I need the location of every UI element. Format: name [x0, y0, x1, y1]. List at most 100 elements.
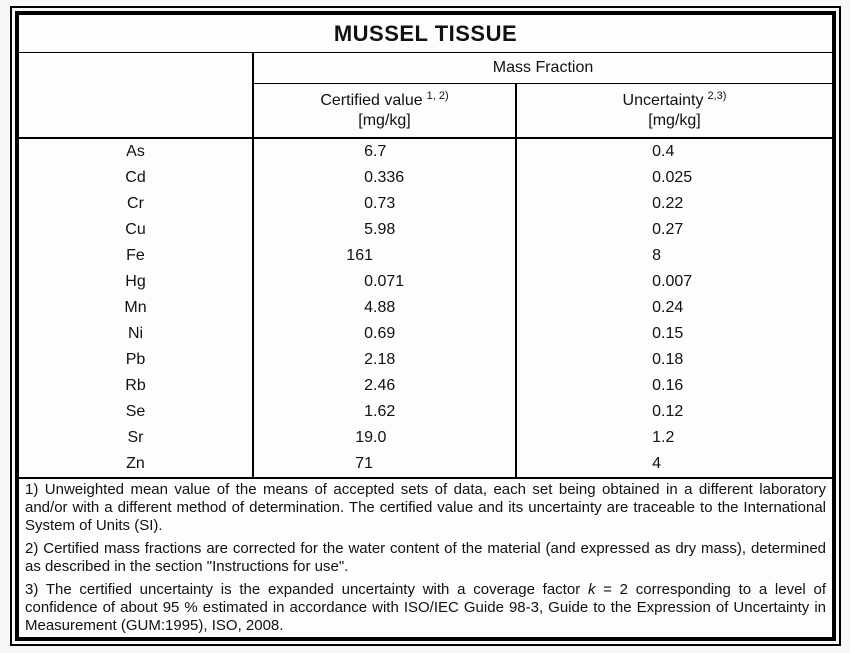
element-symbol: Ni: [19, 321, 254, 347]
footnotes-section: 1) Unweighted mean value of the means of…: [19, 479, 832, 637]
element-symbol: Cr: [19, 191, 254, 217]
empty-corner-cell: [19, 53, 254, 137]
certified-value-integer-part: 0: [364, 273, 373, 290]
table-row: Pb 2.18 0.18: [19, 347, 832, 373]
uncertainty-integer-part: 0: [652, 169, 661, 186]
certified-value-integer-part: 4: [364, 299, 373, 316]
footnote: 1) Unweighted mean value of the means of…: [25, 481, 826, 535]
uncertainty-fraction-part: .22: [661, 195, 684, 212]
values-header: Mass Fraction Certified value 1, 2) [mg/k…: [254, 53, 832, 137]
uncertainty-cell: 0.025: [517, 165, 832, 191]
uncertainty-integer-part: 0: [652, 143, 661, 160]
certified-value-integer-part: 0: [364, 325, 373, 342]
certified-value-footnote-ref: 1, 2): [426, 89, 449, 102]
table-row: Rb 2.46 0.16: [19, 373, 832, 399]
certified-value-cell: 0.336: [254, 165, 517, 191]
column-subheaders: Certified value 1, 2) [mg/kg] Uncertainty…: [254, 84, 832, 137]
certified-value-column-header: Certified value 1, 2) [mg/kg]: [254, 84, 517, 137]
uncertainty-cell: 4: [517, 451, 832, 477]
footnote: 3) The certified uncertainty is the expa…: [25, 581, 826, 635]
footnote-marker: 3): [25, 581, 39, 598]
certified-value-fraction-part: .73: [373, 195, 396, 212]
uncertainty-cell: 0.24: [517, 295, 832, 321]
uncertainty-integer-part: 1: [652, 429, 661, 446]
certified-value-fraction-part: .88: [373, 299, 396, 316]
uncertainty-fraction-part: .16: [661, 377, 684, 394]
element-symbol: Sr: [19, 425, 254, 451]
element-symbol: Hg: [19, 269, 254, 295]
certified-value-cell: 0.69: [254, 321, 517, 347]
table-header: Mass Fraction Certified value 1, 2) [mg/k…: [19, 53, 832, 139]
certified-value-label: Certified value: [320, 92, 423, 109]
certified-value-integer-part: 2: [364, 351, 373, 368]
certified-value-integer-part: 2: [364, 377, 373, 394]
certified-value-cell: 0.73: [254, 191, 517, 217]
footnote-text: The certified uncertainty is the expande…: [25, 581, 827, 634]
uncertainty-fraction-part: .12: [661, 403, 684, 420]
element-symbol: Cd: [19, 165, 254, 191]
uncertainty-label: Uncertainty: [622, 92, 704, 109]
certified-value-integer-part: 161: [346, 247, 373, 264]
element-symbol: Fe: [19, 243, 254, 269]
certified-value-cell: 1.62: [254, 399, 517, 425]
certified-value-fraction-part: .18: [373, 351, 396, 368]
uncertainty-fraction-part: .15: [661, 325, 684, 342]
certified-value-integer-part: 0: [364, 169, 373, 186]
outer-border-frame: MUSSEL TISSUE Mass Fraction Certified va…: [10, 6, 841, 646]
uncertainty-column-header: Uncertainty 2,3) [mg/kg]: [517, 84, 832, 137]
table-row: Cd 0.336 0.025: [19, 165, 832, 191]
table-row: Sr 19.0 1.2: [19, 425, 832, 451]
certified-value-cell: 6.7: [254, 139, 517, 165]
footnote-marker: 1): [25, 481, 39, 498]
element-symbol: As: [19, 139, 254, 165]
uncertainty-integer-part: 8: [652, 247, 661, 264]
certified-value-fraction-part: .7: [373, 143, 387, 160]
uncertainty-cell: 0.4: [517, 139, 832, 165]
uncertainty-cell: 0.12: [517, 399, 832, 425]
uncertainty-cell: 0.18: [517, 347, 832, 373]
uncertainty-integer-part: 0: [652, 195, 661, 212]
uncertainty-unit: [mg/kg]: [648, 112, 701, 129]
element-symbol: Mn: [19, 295, 254, 321]
table-row: Cu 5.98 0.27: [19, 217, 832, 243]
certified-value-integer-part: 6: [364, 143, 373, 160]
uncertainty-integer-part: 0: [652, 325, 661, 342]
table-row: As 6.7 0.4: [19, 139, 832, 165]
table-title: MUSSEL TISSUE: [19, 15, 832, 53]
uncertainty-fraction-part: .2: [661, 429, 675, 446]
uncertainty-fraction-part: .24: [661, 299, 684, 316]
uncertainty-fraction-part: .27: [661, 221, 684, 238]
certificate-table-frame: MUSSEL TISSUE Mass Fraction Certified va…: [15, 11, 836, 641]
element-symbol: Se: [19, 399, 254, 425]
certified-value-integer-part: 1: [364, 403, 373, 420]
uncertainty-cell: 0.27: [517, 217, 832, 243]
uncertainty-cell: 0.007: [517, 269, 832, 295]
element-symbol: Pb: [19, 347, 254, 373]
table-row: Fe 161 8: [19, 243, 832, 269]
element-symbol: Rb: [19, 373, 254, 399]
footnote-text: Unweighted mean value of the means of ac…: [25, 481, 826, 534]
certified-value-fraction-part: .0: [373, 429, 387, 446]
uncertainty-integer-part: 0: [652, 377, 661, 394]
uncertainty-fraction-part: .18: [661, 351, 684, 368]
certified-value-fraction-part: .98: [373, 221, 396, 238]
certified-value-cell: 0.071: [254, 269, 517, 295]
table-row: Mn 4.88 0.24: [19, 295, 832, 321]
certified-value-cell: 19.0: [254, 425, 517, 451]
certified-value-fraction-part: .336: [373, 169, 405, 186]
table-body: As 6.7 0.4 Cd 0.336 0.025 Cr 0.73 0.22 C…: [19, 139, 832, 479]
uncertainty-fraction-part: .4: [661, 143, 675, 160]
table-row: Hg 0.071 0.007: [19, 269, 832, 295]
footnote: 2) Certified mass fractions are correcte…: [25, 540, 826, 576]
certified-value-cell: 4.88: [254, 295, 517, 321]
uncertainty-integer-part: 0: [652, 351, 661, 368]
uncertainty-fraction-part: .025: [661, 169, 693, 186]
uncertainty-cell: 8: [517, 243, 832, 269]
table-row: Cr 0.73 0.22: [19, 191, 832, 217]
certified-value-fraction-part: .69: [373, 325, 396, 342]
footnote-marker: 2): [25, 540, 39, 557]
certified-value-integer-part: 71: [355, 455, 373, 472]
uncertainty-integer-part: 0: [652, 299, 661, 316]
uncertainty-footnote-ref: 2,3): [707, 89, 727, 102]
